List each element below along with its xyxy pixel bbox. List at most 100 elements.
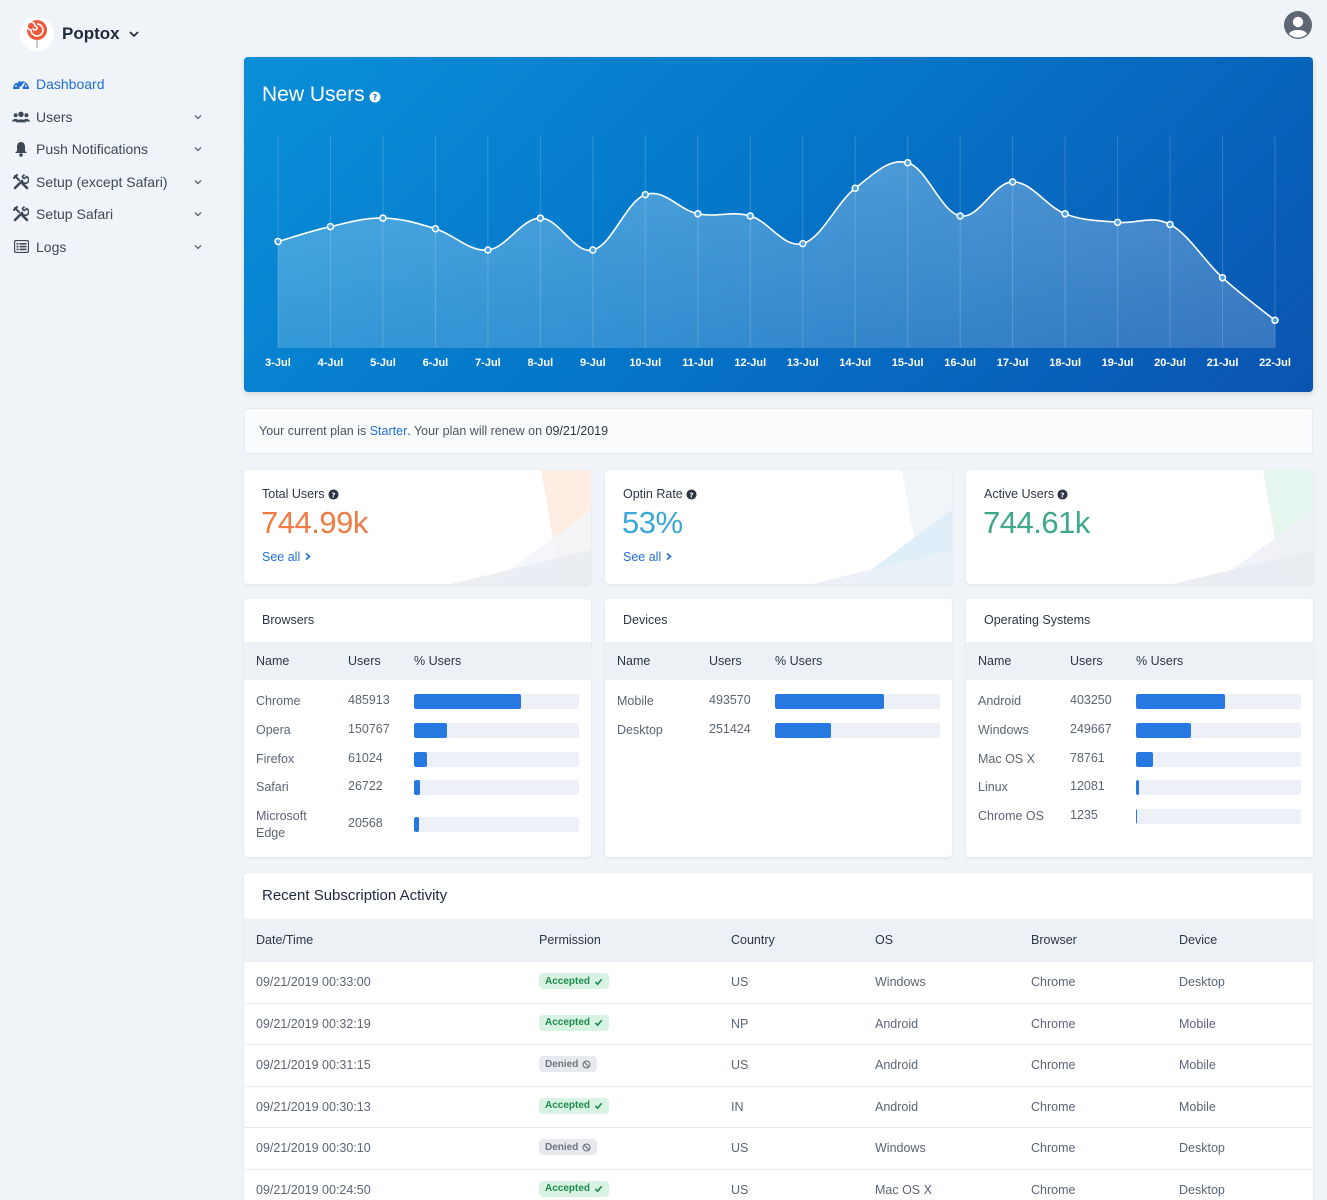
row-users: 251424 bbox=[709, 722, 751, 736]
row-name: Chrome OS bbox=[978, 809, 1044, 823]
data-point[interactable] bbox=[274, 237, 282, 246]
data-point[interactable] bbox=[956, 212, 964, 220]
percent-bar-fill bbox=[414, 694, 522, 709]
sidebar-item-push-notifications[interactable]: Push Notifications bbox=[12, 133, 212, 166]
list-icon bbox=[12, 238, 30, 256]
data-point[interactable] bbox=[798, 239, 807, 248]
percent-bar bbox=[414, 694, 579, 709]
table-row: 09/21/2019 00:30:13 Accepted IN Android Chro… bbox=[244, 1085, 1313, 1128]
users-icon bbox=[12, 108, 30, 126]
app-switcher[interactable]: Poptox bbox=[20, 17, 140, 51]
column-header: % Users bbox=[1136, 654, 1184, 668]
column-header[interactable]: Browser bbox=[1031, 933, 1077, 947]
chart-title: New Users ? bbox=[262, 83, 381, 107]
data-point[interactable] bbox=[1008, 178, 1017, 186]
sidebar-item-setup-safari[interactable]: Setup Safari bbox=[12, 198, 212, 231]
data-point[interactable] bbox=[694, 210, 702, 218]
permission-badge: Accepted bbox=[539, 1014, 610, 1031]
see-all-link[interactable]: See all bbox=[623, 550, 673, 564]
stat-value: 744.99k bbox=[261, 505, 368, 540]
cell-datetime: 09/21/2019 00:33:00 bbox=[256, 975, 371, 989]
cell-device: Desktop bbox=[1179, 1182, 1225, 1197]
breakdown-card-devices: Devices Name Users % Users Mobile 493570 Deskt… bbox=[605, 599, 952, 857]
recent-activity-card: Recent Subscription Activity Date/Time Pe… bbox=[244, 873, 1313, 1200]
data-point[interactable] bbox=[484, 246, 492, 254]
data-point[interactable] bbox=[589, 246, 597, 254]
help-icon[interactable]: ? bbox=[1057, 488, 1068, 500]
tools-icon bbox=[12, 205, 30, 223]
dashboard-gauge-icon bbox=[12, 75, 30, 93]
cell-country: US bbox=[731, 1058, 749, 1072]
data-point[interactable] bbox=[536, 214, 545, 222]
sidebar-item-setup-except-safari[interactable]: Setup (except Safari) bbox=[12, 166, 212, 199]
column-header[interactable]: OS bbox=[875, 933, 894, 947]
app-name: Poptox bbox=[62, 24, 120, 43]
column-header[interactable]: Country bbox=[731, 933, 775, 947]
sidebar-nav: Dashboard Users Push Notifications Setup (e… bbox=[12, 68, 212, 263]
row-name: Windows bbox=[978, 723, 1029, 737]
data-point[interactable] bbox=[1218, 273, 1227, 282]
data-point[interactable] bbox=[431, 224, 440, 233]
breakdown-table-header: Name Users % Users bbox=[605, 642, 952, 680]
percent-bar bbox=[414, 752, 579, 767]
plan-name-link[interactable]: Starter bbox=[369, 424, 408, 438]
sidebar-item-label: Logs bbox=[36, 238, 67, 255]
help-icon[interactable]: ? bbox=[327, 488, 339, 500]
column-header: Users bbox=[709, 654, 742, 668]
cell-country: IN bbox=[731, 1099, 744, 1114]
percent-bar bbox=[775, 723, 940, 738]
sidebar-item-dashboard[interactable]: Dashboard bbox=[12, 68, 212, 101]
percent-bar bbox=[1136, 809, 1301, 824]
data-point[interactable] bbox=[746, 212, 755, 220]
cell-os: Android bbox=[875, 1058, 919, 1072]
percent-bar-fill bbox=[775, 723, 832, 738]
data-point[interactable] bbox=[1113, 218, 1122, 227]
help-icon[interactable]: ? bbox=[686, 488, 697, 500]
see-all-link[interactable]: See all bbox=[262, 550, 312, 564]
chevron-down-icon bbox=[129, 31, 139, 38]
activity-table-header: Date/Time Permission Country OS Browser Devic… bbox=[244, 919, 1313, 961]
svg-text:?: ? bbox=[1061, 490, 1065, 499]
cell-device: Mobile bbox=[1179, 1099, 1216, 1114]
x-tick-label: 13-Jul bbox=[787, 357, 819, 369]
column-header: Name bbox=[617, 654, 651, 668]
row-users: 12081 bbox=[1070, 779, 1105, 793]
column-header[interactable]: Date/Time bbox=[256, 933, 314, 947]
column-header[interactable]: Device bbox=[1179, 933, 1218, 947]
row-name: Desktop bbox=[617, 723, 663, 737]
row-users: 78761 bbox=[1070, 751, 1105, 765]
breakdown-title: Operating Systems bbox=[984, 613, 1091, 627]
permission-badge: Accepted bbox=[539, 973, 610, 989]
column-header[interactable]: Permission bbox=[539, 933, 601, 947]
data-point[interactable] bbox=[903, 158, 912, 167]
x-tick-label: 10-Jul bbox=[629, 357, 661, 369]
activity-title: Recent Subscription Activity bbox=[262, 887, 448, 904]
x-tick-label: 16-Jul bbox=[944, 357, 976, 369]
x-tick-label: 7-Jul bbox=[475, 357, 501, 369]
row-users: 493570 bbox=[709, 693, 751, 707]
series-area bbox=[278, 161, 1275, 348]
cell-datetime: 09/21/2019 00:31:15 bbox=[256, 1058, 371, 1072]
stat-card-optin-rate: Optin Rate? 53% See all bbox=[605, 470, 952, 584]
data-point[interactable] bbox=[851, 184, 859, 192]
cell-browser: Chrome bbox=[1031, 1099, 1076, 1114]
chevron-down-icon bbox=[194, 114, 202, 120]
breakdown-title: Devices bbox=[623, 613, 668, 627]
row-name: Safari bbox=[256, 780, 289, 794]
row-users: 403250 bbox=[1070, 693, 1112, 707]
data-point[interactable] bbox=[641, 190, 650, 199]
data-point[interactable] bbox=[326, 222, 335, 231]
data-point[interactable] bbox=[379, 214, 387, 222]
help-icon[interactable]: ? bbox=[369, 91, 381, 103]
data-point[interactable] bbox=[1061, 210, 1069, 218]
sidebar-item-label: Setup Safari bbox=[36, 206, 114, 223]
sidebar-item-users[interactable]: Users bbox=[12, 101, 212, 134]
data-point[interactable] bbox=[1271, 316, 1279, 325]
sidebar-item-logs[interactable]: Logs bbox=[12, 231, 212, 264]
data-point[interactable] bbox=[1166, 220, 1174, 229]
see-all-label: See all bbox=[623, 550, 662, 564]
svg-text:?: ? bbox=[331, 490, 335, 499]
row-users: 150767 bbox=[348, 722, 390, 736]
card-decoration bbox=[1173, 470, 1313, 584]
user-avatar-icon[interactable] bbox=[1283, 10, 1313, 40]
